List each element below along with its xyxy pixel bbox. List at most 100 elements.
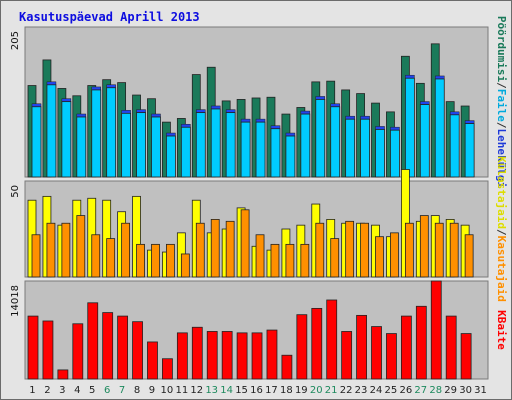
bar-visitors-4 <box>76 215 86 278</box>
x-tick-label: 2 <box>44 385 50 396</box>
bar-pages-25 <box>390 126 400 131</box>
bar-kbytes-29 <box>445 315 457 380</box>
bar-pages-27 <box>420 101 430 105</box>
legend-entry: KBaite <box>495 310 508 350</box>
bar-visitors-6 <box>106 238 116 278</box>
bar-files-7 <box>121 112 132 178</box>
bar-files-22 <box>345 118 356 178</box>
legend: KBaite <box>495 310 508 350</box>
bar-files-8 <box>136 112 146 178</box>
bar-visitors-11 <box>180 253 190 278</box>
bar-kbytes-28 <box>430 280 442 380</box>
bar-visitors-1 <box>31 234 41 278</box>
bar-pages-28 <box>435 75 445 80</box>
bar-visitors-30 <box>464 234 474 278</box>
bar-pages-2 <box>46 81 57 86</box>
bar-kbytes-26 <box>400 315 412 380</box>
bar-visitors-29 <box>449 222 459 278</box>
legend-entry: Faile <box>495 89 508 122</box>
chart-title: Kasutuspäevad Aprill 2013 <box>19 10 200 24</box>
x-tick-label: 7 <box>119 385 125 396</box>
bar-files-27 <box>419 104 430 178</box>
x-tick-label: 3 <box>59 385 65 396</box>
bar-visitors-13 <box>210 218 220 278</box>
legend: Külastajaid/Kasutajaid <box>495 156 508 302</box>
bar-kbytes-15 <box>236 332 248 380</box>
bar-pages-11 <box>181 123 191 128</box>
bar-pages-29 <box>449 111 460 116</box>
x-tick-label: 6 <box>104 385 110 396</box>
bar-visitors-21 <box>330 238 340 278</box>
bar-files-29 <box>449 114 460 178</box>
x-tick-label: 11 <box>175 385 188 396</box>
bar-pages-21 <box>330 103 340 108</box>
bar-files-28 <box>434 78 445 178</box>
bar-kbytes-24 <box>371 326 382 380</box>
bar-kbytes-9 <box>147 341 158 380</box>
x-tick-label: 5 <box>89 385 95 396</box>
bar-kbytes-10 <box>162 358 173 380</box>
bar-files-25 <box>390 129 400 178</box>
bar-files-20 <box>315 99 326 178</box>
bar-visitors-20 <box>315 222 325 278</box>
y-max-label: 205 <box>10 31 21 50</box>
x-tick-label: 26 <box>399 385 412 396</box>
bar-kbytes-7 <box>117 315 129 380</box>
bar-visitors-8 <box>136 243 145 278</box>
y-max-label: 50 <box>10 185 21 198</box>
x-tick-label: 31 <box>474 385 487 396</box>
bar-files-15 <box>240 121 251 178</box>
bar-kbytes-12 <box>191 326 203 380</box>
x-tick-label: 14 <box>220 385 233 396</box>
bar-kbytes-21 <box>326 299 338 380</box>
bar-files-12 <box>195 112 206 178</box>
bar-files-18 <box>285 135 296 178</box>
legend-entry: / <box>495 122 508 129</box>
x-tick-label: 10 <box>161 385 174 396</box>
legend-entry: / <box>495 229 508 236</box>
x-tick-label: 13 <box>205 385 218 396</box>
bar-kbytes-30 <box>460 333 472 380</box>
bar-files-17 <box>270 128 281 178</box>
bar-files-10 <box>166 135 176 178</box>
bar-kbytes-5 <box>87 302 99 380</box>
x-tick-label: 12 <box>190 385 203 396</box>
bar-files-24 <box>375 129 385 178</box>
bar-kbytes-3 <box>57 369 69 380</box>
x-tick-label: 25 <box>385 385 398 396</box>
bar-visitors-18 <box>285 243 295 278</box>
bar-pages-4 <box>76 113 87 118</box>
bar-pages-19 <box>300 110 311 115</box>
bar-visitors-25 <box>390 232 399 278</box>
bar-visitors-23 <box>360 222 369 278</box>
x-tick-label: 27 <box>414 385 427 396</box>
bar-pages-1 <box>31 103 42 108</box>
bar-kbytes-22 <box>341 331 353 380</box>
x-tick-label: 17 <box>265 385 278 396</box>
bar-files-13 <box>210 108 221 178</box>
x-tick-label: 9 <box>149 385 155 396</box>
bar-files-3 <box>61 101 72 178</box>
bar-pages-13 <box>210 105 221 110</box>
bar-pages-24 <box>375 126 385 130</box>
bar-kbytes-23 <box>356 314 367 380</box>
x-tick-label: 22 <box>340 385 353 396</box>
bar-pages-23 <box>360 115 370 120</box>
x-tick-label: 8 <box>134 385 140 396</box>
legend-entry: Pöördumisi <box>495 16 508 83</box>
bar-files-2 <box>46 84 57 178</box>
bar-kbytes-6 <box>102 312 114 380</box>
bar-files-23 <box>360 118 370 178</box>
bar-files-16 <box>255 121 266 178</box>
bar-files-11 <box>180 126 191 178</box>
bar-kbytes-4 <box>72 323 84 380</box>
bar-kbytes-2 <box>42 320 54 380</box>
bar-pages-15 <box>240 118 251 123</box>
bar-pages-30 <box>464 120 475 124</box>
bar-pages-6 <box>106 84 116 88</box>
x-tick-label: 28 <box>429 385 442 396</box>
bar-visitors-10 <box>166 243 175 278</box>
bar-kbytes-27 <box>415 305 427 380</box>
bar-kbytes-13 <box>206 331 218 380</box>
